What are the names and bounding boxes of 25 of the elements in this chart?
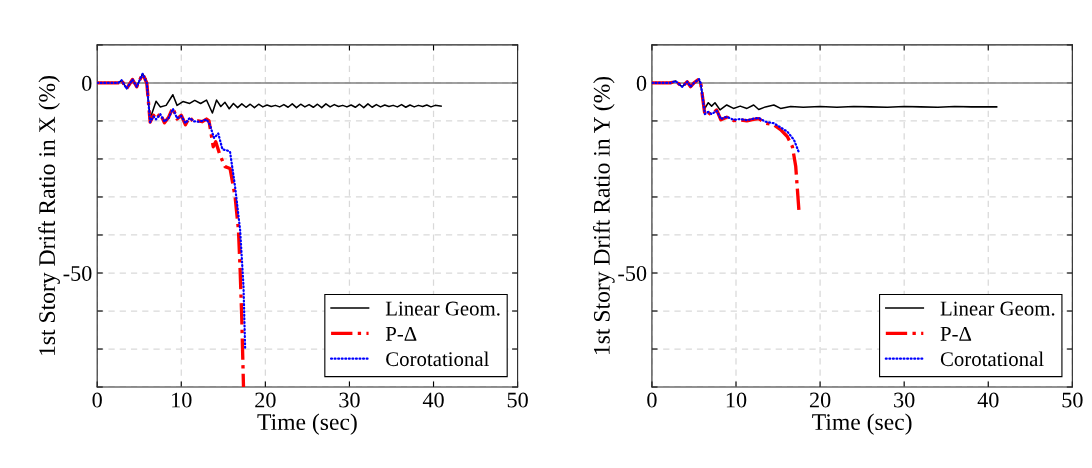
x-tick-label: 30 [339, 392, 360, 408]
x-axis-title: Time (sec) [257, 413, 357, 435]
legend-label: P-Δ [385, 326, 417, 341]
x-axis-title: Time (sec) [812, 413, 912, 435]
legend-label: P-Δ [940, 326, 972, 341]
x-tick-label: 50 [507, 392, 528, 408]
y-axis-title: 1st Story Drift Ratio in X (%) [38, 76, 60, 355]
y-tick-label: -50 [618, 265, 647, 281]
x-tick-label: 50 [1062, 392, 1083, 408]
x-tick-label: 20 [255, 392, 276, 408]
x-tick-label: 40 [422, 392, 444, 408]
legend-label: Corotational [940, 351, 1044, 367]
line-series [651, 78, 801, 154]
legend-label: Corotational [386, 351, 489, 367]
x-tick-label: 40 [977, 392, 999, 408]
y-tick-label: -50 [63, 265, 92, 281]
x-tick-label: 30 [894, 392, 915, 408]
x-tick-label: 0 [647, 392, 657, 408]
x-tick-label: 10 [726, 392, 747, 408]
legend-label: Linear Geom. [385, 301, 500, 316]
x-tick-label: 10 [172, 392, 192, 408]
legend-label: Linear Geom. [940, 301, 1055, 316]
x-tick-label: 0 [92, 392, 102, 408]
x-tick-label: 20 [809, 392, 831, 408]
y-axis-title: 1st Story Drift Ratio in Y (%) [592, 76, 615, 355]
